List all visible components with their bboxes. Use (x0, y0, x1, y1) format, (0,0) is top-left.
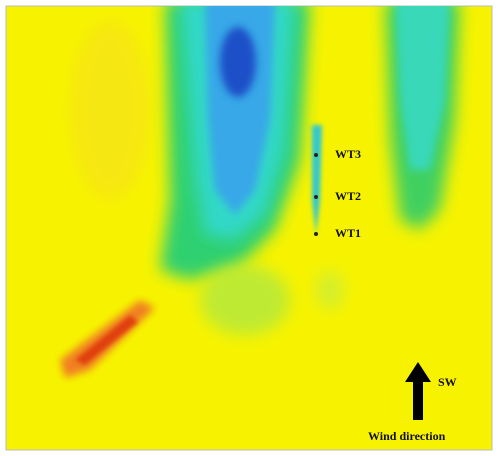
warm-patch (70, 20, 150, 200)
turbine (314, 232, 318, 236)
green-patch (200, 265, 290, 335)
turbine-label: WT1 (335, 226, 361, 240)
caption: Wind direction (368, 429, 446, 443)
page: WT3 WT2 WT1 SW Wind direction (() => { c… (0, 0, 498, 456)
turbine-label: WT2 (335, 189, 361, 203)
turbine (314, 153, 318, 157)
turbine-label: WT3 (335, 147, 361, 161)
direction-label: SW (438, 375, 457, 389)
wind-field-map: WT3 WT2 WT1 SW Wind direction (0, 0, 498, 456)
wake-left-core (220, 27, 256, 97)
green-patch-small (315, 270, 345, 310)
turbine (314, 195, 318, 199)
